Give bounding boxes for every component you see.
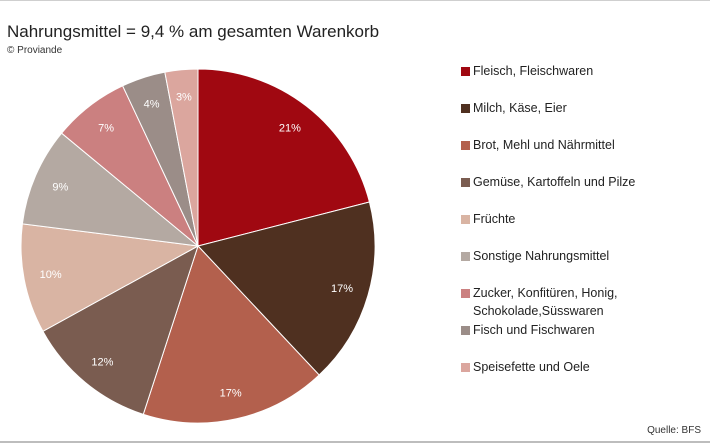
legend-swatch [461,178,470,187]
pie-slice-value-label: 17% [331,283,353,295]
pie-slice-value-label: 3% [176,92,192,104]
legend-label: Speisefette und Oele [473,360,590,374]
chart-source: Quelle: BFS [647,425,701,436]
pie-slice-value-label: 9% [52,181,68,193]
pie-slice-value-label: 21% [279,123,301,135]
pie-slice-milch-kaese-eier [197,201,376,376]
legend-label: Zucker, Konfitüren, Honig, Schokolade,Sü… [473,286,618,318]
pie-slice-value-label: 7% [98,123,114,135]
legend-label: Fisch und Fischwaren [473,323,595,337]
legend-swatch [461,252,470,261]
pie-slice-value-label: 4% [144,98,160,110]
legend-swatch [461,289,470,298]
legend-label: Fleisch, Fleischwaren [473,64,594,78]
pie-slices [20,68,376,424]
legend-swatch [461,215,470,224]
pie-slice-sonstige-nahrungsmittel [21,132,200,247]
pie-slice-value-label: 12% [91,357,113,369]
pie-slice-brot-mehl-und-naehrmittel [142,245,320,424]
pie-slice-fleisch-fleischwaren [197,68,371,247]
chart-title: Nahrungsmittel = 9,4 % am gesamten Waren… [7,22,380,41]
legend-swatch [461,363,470,372]
pie-slice-speisefette-und-oele [164,68,199,247]
legend-label: Brot, Mehl und Nährmittel [473,138,615,152]
frame-bottom-border [0,441,710,443]
legend-label: Milch, Käse, Eier [473,101,567,115]
legend-label: Gemüse, Kartoffeln und Pilze [473,175,636,189]
legend-swatch [461,141,470,150]
legend-swatch [461,326,470,335]
pie-slice-labels: 21% 17% 17% 12% 10% 9% 7% 4% 3% [40,92,354,400]
legend-label: Früchte [473,212,516,226]
legend-label: Sonstige Nahrungsmittel [473,249,610,263]
legend-swatch [461,104,470,113]
chart-legend: Fleisch, Fleischwaren Milch, Käse, Eier Br… [460,0,705,443]
pie-slice-value-label: 10% [40,269,62,281]
pie-slice-value-label: 17% [220,387,242,399]
pie-slice-fruechte [20,223,200,332]
legend-swatch [461,67,470,76]
frame-top-border [0,0,710,1]
pie-slice-gemuese-kartoffeln-und-pilze [42,244,199,415]
chart-credit: © Proviande [7,45,63,56]
